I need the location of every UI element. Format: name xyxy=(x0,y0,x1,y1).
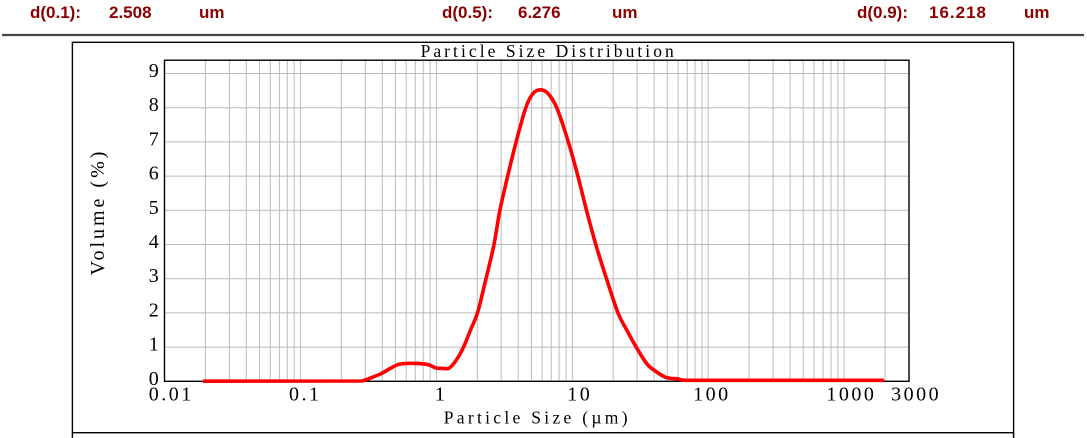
svg-text:Volume (%): Volume (%) xyxy=(87,149,109,276)
svg-text:1: 1 xyxy=(435,383,448,405)
svg-text:0: 0 xyxy=(149,368,162,390)
svg-text:2: 2 xyxy=(149,299,162,321)
svg-text:Particle Size Distribution: Particle Size Distribution xyxy=(421,41,677,61)
svg-text:7: 7 xyxy=(149,128,162,150)
svg-text:0.1: 0.1 xyxy=(289,383,322,405)
svg-text:100: 100 xyxy=(693,383,731,405)
svg-text:1000: 1000 xyxy=(826,383,876,405)
svg-text:5: 5 xyxy=(149,197,162,219)
svg-text:9: 9 xyxy=(149,60,162,82)
svg-text:3: 3 xyxy=(149,265,162,287)
svg-text:0.01: 0.01 xyxy=(149,383,194,405)
svg-text:4: 4 xyxy=(149,231,162,253)
svg-text:10: 10 xyxy=(567,383,592,405)
svg-text:6: 6 xyxy=(149,163,162,185)
svg-text:Particle Size (µm): Particle Size (µm) xyxy=(444,407,631,427)
svg-text:1: 1 xyxy=(149,334,162,356)
svg-text:8: 8 xyxy=(149,94,162,116)
svg-text:3000: 3000 xyxy=(891,383,941,405)
